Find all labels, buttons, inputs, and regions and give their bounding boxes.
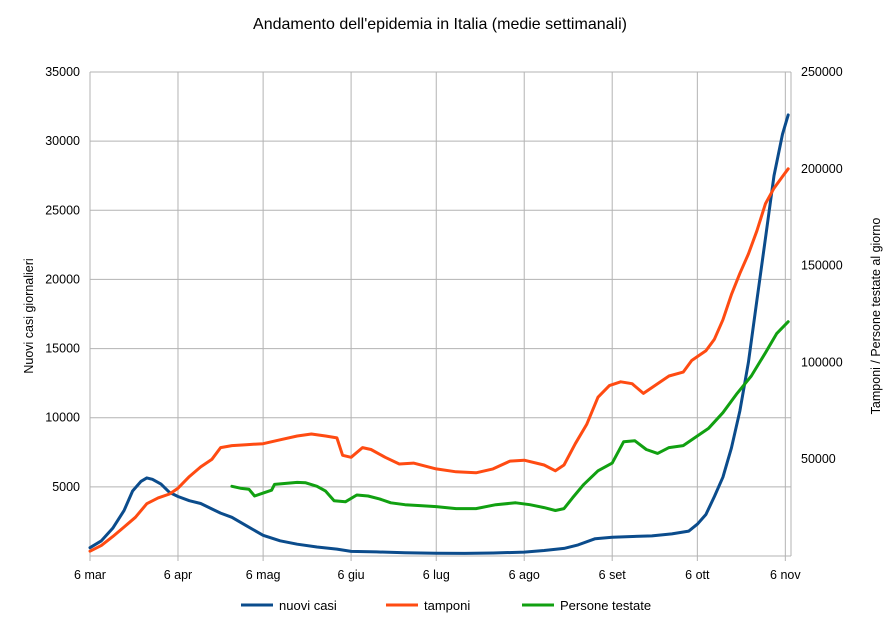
series-lines (88, 113, 790, 555)
y-left-tick-label: 25000 (45, 203, 80, 217)
y-axis-left-label: Nuovi casi giornalieri (22, 258, 36, 373)
x-tick-label: 6 set (599, 568, 627, 582)
y-left-tick-label: 35000 (45, 65, 80, 79)
x-tick-label: 6 ago (509, 568, 540, 582)
chart-title: Andamento dell'epidemia in Italia (medie… (253, 16, 627, 33)
series-line-0 (88, 113, 790, 555)
y-left-tick-label: 20000 (45, 272, 80, 286)
y-left-tick-label: 15000 (45, 342, 80, 356)
y-left-tick-label: 10000 (45, 411, 80, 425)
y-axis-right-label: Tamponi / Persone testate al giorno (869, 218, 883, 415)
series-line-2 (230, 320, 790, 512)
x-tick-label: 6 mar (74, 568, 106, 582)
y-right-tick-label: 250000 (801, 65, 843, 79)
x-tick-label: 6 giu (338, 568, 365, 582)
x-axis: 6 mar 6 apr 6 mag 6 giu 6 lug 6 ago 6 set 6 ott… (74, 556, 801, 582)
x-tick-label: 6 lug (423, 568, 450, 582)
legend-label: nuovi casi (279, 598, 337, 613)
y-left-tick-label: 30000 (45, 134, 80, 148)
x-tick-label: 6 mag (246, 568, 281, 582)
legend-label: Persone testate (560, 598, 651, 613)
y-axis-left: 5000 10000 15000 20000 25000 30000 35000 (45, 65, 80, 494)
x-tick-label: 6 apr (164, 568, 193, 582)
grid-lines (89, 71, 791, 556)
legend: nuovi casi tamponi Persone testate (241, 598, 651, 613)
plot-frame (89, 72, 792, 557)
y-left-tick-label: 5000 (52, 480, 80, 494)
y-axis-right: 50000 100000 150000 200000 250000 (801, 65, 843, 466)
x-tick-label: 6 ott (685, 568, 710, 582)
y-right-tick-label: 50000 (801, 452, 836, 466)
series-line-1 (88, 167, 790, 553)
y-right-tick-label: 150000 (801, 259, 843, 273)
legend-label: tamponi (424, 598, 470, 613)
y-right-tick-label: 100000 (801, 355, 843, 369)
y-right-tick-label: 200000 (801, 162, 843, 176)
x-tick-label: 6 nov (770, 568, 801, 582)
